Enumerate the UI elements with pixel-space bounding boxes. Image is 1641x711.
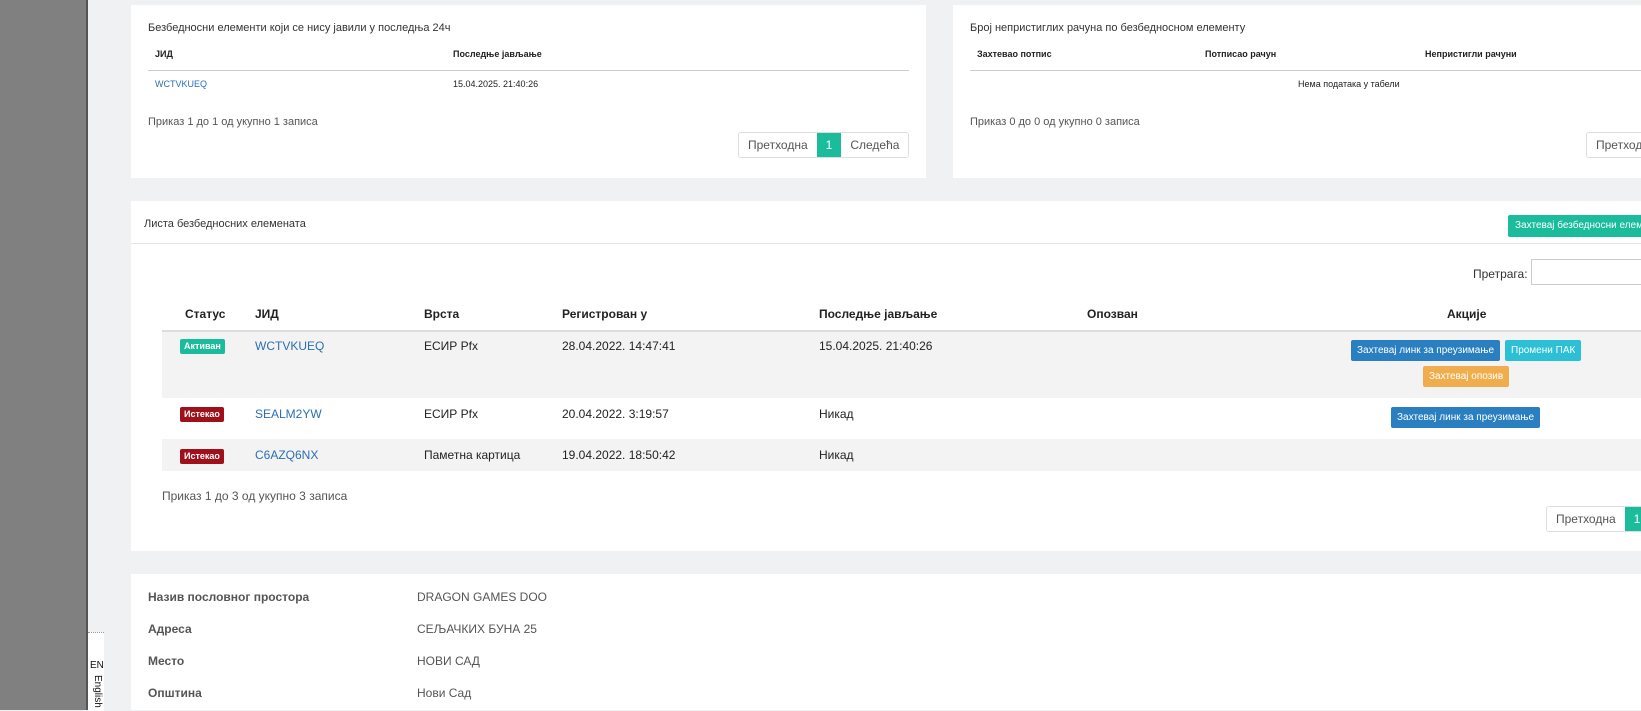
language-name[interactable]: English (92, 675, 103, 708)
request-download-link-button[interactable]: Захтевај линк за преузимање (1351, 340, 1501, 361)
language-code[interactable]: EN (90, 660, 104, 671)
field-value-municipality: Нови Сад (417, 686, 472, 700)
column-header-registered[interactable]: Регистрован у (562, 307, 648, 321)
left-gutter (0, 0, 86, 710)
column-header-jid[interactable]: ЈИД (155, 49, 173, 59)
last-report-cell: 15.04.2025. 21:40:26 (819, 339, 933, 353)
previous-page-button[interactable]: Претходна (1587, 133, 1641, 157)
page-1-button[interactable]: 1 (816, 133, 842, 157)
change-pak-button[interactable]: Промени ПАК (1505, 340, 1582, 361)
column-header-last-report[interactable]: Последње јављање (819, 307, 938, 321)
last-report-cell: Никад (819, 448, 854, 462)
column-header-unsent-invoices[interactable]: Непристигли рачуни (1425, 49, 1517, 59)
silent-elements-panel: Безбедносни елементи који се нису јавили… (131, 5, 926, 178)
table-info: Приказ 0 до 0 од укупно 0 записа (970, 116, 1140, 128)
type-cell: ЕСИР Pfx (424, 407, 478, 421)
previous-page-button[interactable]: Претходна (739, 133, 817, 157)
field-label-municipality: Општина (148, 686, 202, 700)
field-value-name: DRAGON GAMES DOO (417, 590, 548, 604)
empty-table-message: Нема података у табели (1298, 79, 1400, 89)
jid-link[interactable]: WCTVKUEQ (155, 79, 208, 89)
column-header-actions[interactable]: Акције (1447, 307, 1487, 321)
type-cell: ЕСИР Pfx (424, 339, 478, 353)
status-badge-expired: Истекао (180, 407, 224, 422)
search-input[interactable] (1531, 259, 1641, 285)
jid-link[interactable]: WCTVKUEQ (255, 339, 325, 353)
search-label: Претрага: (1473, 267, 1528, 281)
table-header-divider (162, 330, 1641, 332)
pagination: Претходна (1586, 132, 1641, 158)
language-switcher[interactable]: EN English (88, 632, 104, 711)
column-header-last-report[interactable]: Последње јављање (453, 49, 542, 59)
registered-cell: 28.04.2022. 14:47:41 (562, 339, 676, 353)
panel-title: Безбедносни елементи који се нису јавили… (148, 22, 451, 34)
field-label-place: Место (148, 654, 185, 668)
column-header-revoked[interactable]: Опозван (1087, 307, 1138, 321)
field-label-address: Адреса (148, 622, 192, 636)
gutter-divider (86, 0, 88, 710)
field-value-place: НОВИ САД (417, 654, 480, 668)
field-value-address: СЕЉАЧКИХ БУНА 25 (417, 622, 537, 636)
table-header-divider (148, 70, 909, 71)
last-report-cell: Никад (819, 407, 854, 421)
table-row (162, 439, 1641, 471)
panel-heading: Листа безбедносних елемената (144, 218, 306, 230)
type-cell: Паметна картица (424, 448, 521, 462)
request-security-element-button[interactable]: Захтевај безбедносни елем (1508, 215, 1641, 237)
column-header-status[interactable]: Статус (185, 307, 226, 321)
registered-cell: 19.04.2022. 18:50:42 (562, 448, 676, 462)
table-info: Приказ 1 до 3 од укупно 3 записа (162, 489, 348, 503)
jid-link[interactable]: SEALM2YW (255, 407, 322, 421)
jid-link[interactable]: C6AZQ6NX (255, 448, 319, 462)
column-header-requested-signature[interactable]: Захтевао потпис (977, 49, 1052, 59)
page-1-button[interactable]: 1 (1624, 507, 1641, 531)
registered-cell: 20.04.2022. 3:19:57 (562, 407, 669, 421)
business-space-panel: Назив пословног простора DRAGON GAMES DO… (131, 574, 1641, 710)
previous-page-button[interactable]: Претходна (1547, 507, 1625, 531)
pagination: Претходна 1 (1546, 506, 1641, 532)
status-badge-active: Активан (180, 339, 225, 354)
pagination: Претходна 1 Следећа (738, 132, 910, 158)
panel-title: Број непристиглих рачуна по безбедносном… (970, 22, 1246, 34)
column-header-jid[interactable]: ЈИД (255, 307, 279, 321)
column-header-signed-invoice[interactable]: Потписао рачун (1205, 49, 1277, 59)
request-revocation-button[interactable]: Захтевај опозив (1423, 366, 1510, 387)
table-info: Приказ 1 до 1 од укупно 1 записа (148, 116, 318, 128)
heading-divider (131, 243, 1641, 244)
column-header-type[interactable]: Врста (424, 307, 460, 321)
field-label-name: Назив пословног простора (148, 590, 310, 604)
unsent-invoices-panel: Број непристиглих рачуна по безбедносном… (953, 5, 1641, 178)
next-page-button[interactable]: Следећа (841, 133, 909, 157)
request-download-link-button[interactable]: Захтевај линк за преузимање (1391, 407, 1541, 428)
last-report-value: 15.04.2025. 21:40:26 (453, 79, 539, 89)
table-header-divider (970, 70, 1641, 71)
status-badge-expired: Истекао (180, 449, 224, 464)
